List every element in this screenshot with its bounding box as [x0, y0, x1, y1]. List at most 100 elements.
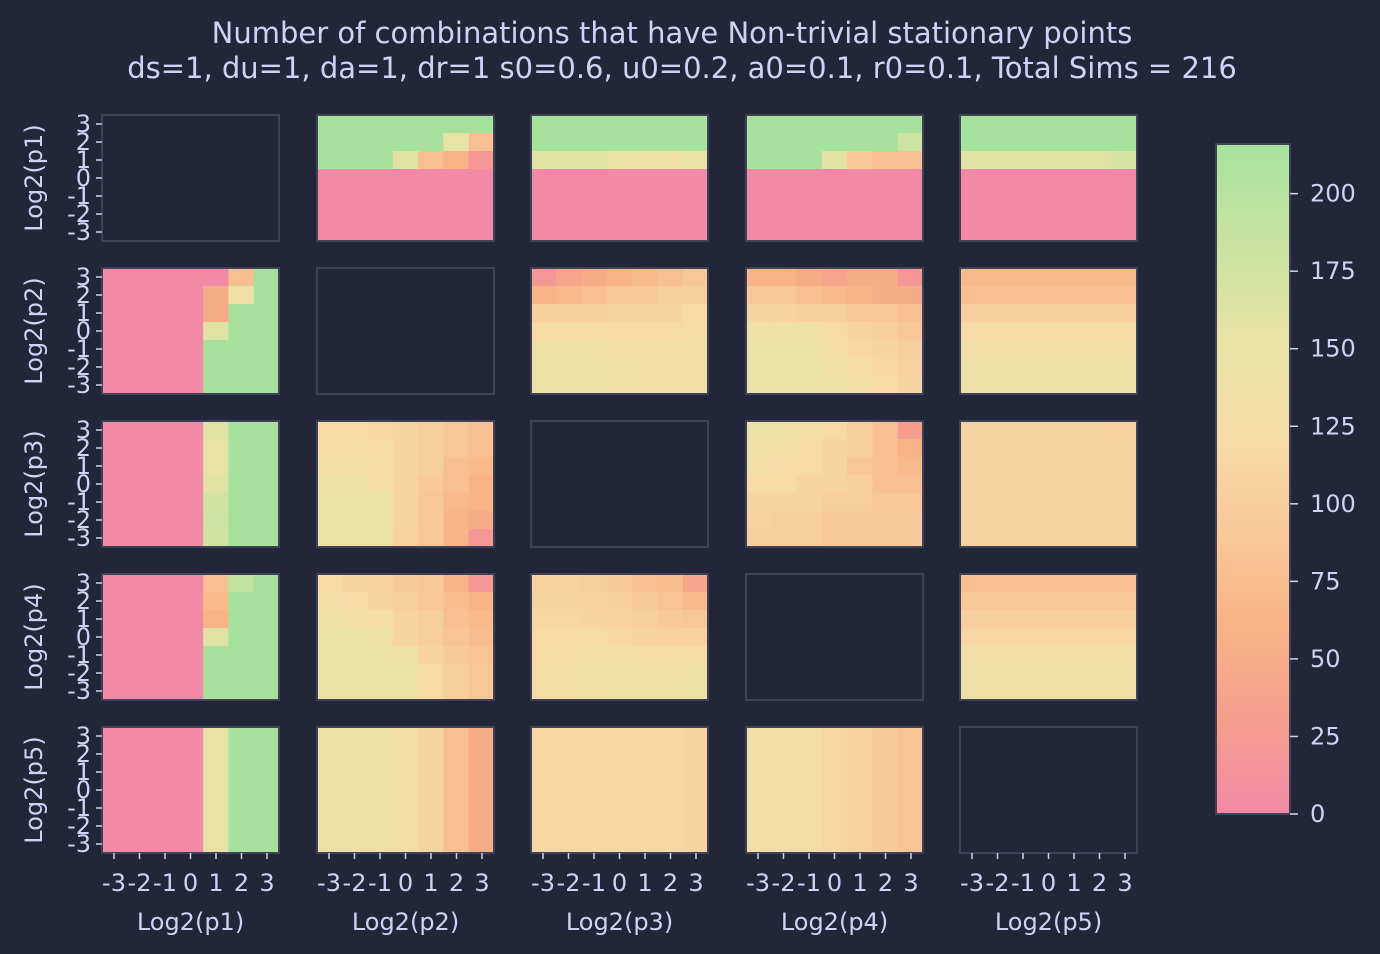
heatmap-cell [317, 781, 343, 800]
heatmap-cell [228, 340, 255, 359]
heatmap-cell [152, 493, 179, 512]
y-tick-label: 1 [76, 146, 91, 174]
heatmap-cell [127, 529, 154, 548]
panel-p2-p2 [316, 267, 495, 395]
heatmap-cell [177, 358, 204, 377]
heatmap-cell [317, 727, 343, 746]
x-tick-label: 2 [663, 869, 678, 897]
heatmap-cell [821, 835, 848, 854]
heatmap-cell [796, 799, 823, 818]
heatmap-cell [796, 457, 823, 476]
heatmap-cell [581, 304, 608, 323]
heatmap-cell [1086, 439, 1113, 458]
y-tick-label: -2 [67, 506, 91, 534]
colorbar-tick-label: 200 [1310, 180, 1356, 208]
heatmap-cell [253, 745, 280, 764]
panel-frame [530, 114, 709, 242]
heatmap-cell [1061, 205, 1088, 224]
heatmap-cell [1086, 268, 1113, 287]
heatmap-cell [531, 133, 557, 152]
heatmap-cell [847, 781, 874, 800]
heatmap-cell [746, 493, 772, 512]
heatmap-cell [682, 115, 709, 134]
x-tick-label: -2 [772, 869, 796, 897]
heatmap-cell [1010, 574, 1037, 593]
heatmap-cell [796, 223, 823, 242]
heatmap-cell [985, 610, 1012, 629]
heatmap-cell [342, 205, 369, 224]
heatmap-cell [985, 646, 1012, 665]
heatmap-cell [632, 646, 659, 665]
heatmap-cell [581, 151, 608, 170]
heatmap-cell [632, 376, 659, 395]
heatmap-cell [203, 376, 230, 395]
heatmap-cell [317, 574, 343, 593]
heatmap-cell [682, 169, 709, 188]
heatmap-cell [821, 169, 848, 188]
heatmap-cell [872, 133, 899, 152]
colorbar-tick-label: 0 [1310, 800, 1325, 828]
heatmap-cell [796, 421, 823, 440]
heatmap-cell [203, 763, 230, 782]
heatmap-cell [556, 799, 583, 818]
heatmap-cell [102, 376, 128, 395]
x-tick-label: 3 [1117, 869, 1132, 897]
heatmap-cell [872, 268, 899, 287]
heatmap-cell [960, 322, 986, 341]
heatmap-cell [632, 664, 659, 683]
heatmap-cell [1061, 115, 1088, 134]
heatmap-cell [606, 610, 633, 629]
colorbar-tick-label: 100 [1310, 490, 1356, 518]
heatmap-cell [632, 151, 659, 170]
heatmap-cell [203, 610, 230, 629]
heatmap-cell [897, 376, 924, 395]
heatmap-cell [253, 304, 280, 323]
heatmap-cell [228, 646, 255, 665]
colorbar-tick-label: 25 [1310, 722, 1341, 750]
y-tick-label: -2 [67, 200, 91, 228]
heatmap-cell [102, 286, 128, 305]
x-tick-label: 3 [688, 869, 703, 897]
y-tick-label: 2 [76, 434, 91, 462]
heatmap-cell [960, 664, 986, 683]
colorbar: 0 25 50 75 100 125 150 175 200 [1215, 143, 1356, 828]
y-axis-label: Log2(p5) [20, 736, 48, 843]
heatmap-cell [468, 664, 495, 683]
heatmap-cell [468, 529, 495, 548]
y-tick-label: 3 [76, 722, 91, 750]
heatmap-cell [985, 151, 1012, 170]
heatmap-cell [177, 727, 204, 746]
heatmap-cell [1111, 592, 1138, 611]
heatmap-cell [443, 646, 470, 665]
heatmap-cell [1010, 115, 1037, 134]
heatmap-cell [1010, 439, 1037, 458]
heatmap-cell [796, 817, 823, 836]
heatmap-cell [847, 376, 874, 395]
heatmap-cell [468, 439, 495, 458]
heatmap-cell [1086, 358, 1113, 377]
heatmap-cell [1010, 169, 1037, 188]
heatmap-cell [1035, 475, 1062, 494]
heatmap-cell [1010, 610, 1037, 629]
heatmap-cell [581, 205, 608, 224]
heatmap-cell [203, 421, 230, 440]
heatmap-cell [581, 682, 608, 701]
heatmap-cell [985, 133, 1012, 152]
heatmap-cell [632, 763, 659, 782]
heatmap-cell [847, 169, 874, 188]
heatmap-cell [1010, 133, 1037, 152]
heatmap-cell [771, 286, 798, 305]
x-tick-label: 2 [878, 869, 893, 897]
heatmap-cell [228, 475, 255, 494]
y-tick-label: 3 [76, 263, 91, 291]
heatmap-cell [102, 574, 128, 593]
heatmap-cell [821, 763, 848, 782]
heatmap-cell [127, 304, 154, 323]
heatmap-cell [228, 745, 255, 764]
x-tick-label: -2 [128, 869, 152, 897]
heatmap-cell [657, 376, 684, 395]
x-tick-label: 1 [637, 869, 652, 897]
heatmap-cell [392, 682, 419, 701]
heatmap-cell [632, 133, 659, 152]
heatmap-cell [367, 799, 394, 818]
